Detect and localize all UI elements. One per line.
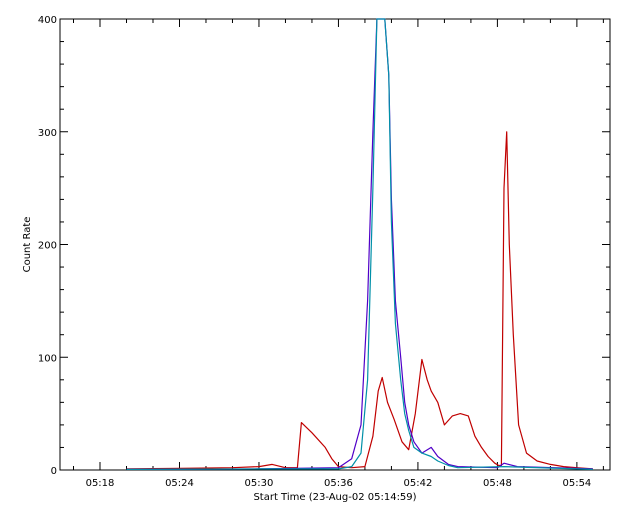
series-line-teal: [126, 18, 593, 470]
y-tick-label: 400: [38, 15, 57, 26]
y-tick-label: 0: [51, 466, 57, 477]
y-axis-label: Count Rate: [22, 217, 33, 273]
x-tick-label: 05:48: [483, 478, 512, 489]
series-group: [126, 18, 593, 470]
x-tick-label: 05:30: [245, 478, 274, 489]
y-tick-label: 100: [38, 353, 57, 364]
y-axis-ticks: 0 100 200 300 400: [38, 15, 610, 477]
series-line-purple: [126, 18, 593, 470]
x-tick-label: 05:18: [86, 478, 115, 489]
y-tick-label: 200: [38, 241, 57, 252]
plot-frame: [59, 18, 611, 471]
y-tick-label: 300: [38, 128, 57, 139]
x-axis-label: Start Time (23-Aug-02 05:14:59): [253, 492, 416, 503]
series-line-red: [126, 131, 593, 470]
x-axis-ticks: 05:18 05:24 05:30 05:36 05:42 05:48 05:54: [73, 19, 604, 489]
x-tick-label: 05:24: [165, 478, 194, 489]
x-tick-label: 05:54: [562, 478, 591, 489]
x-tick-label: 05:42: [404, 478, 433, 489]
x-tick-label: 05:36: [324, 478, 353, 489]
